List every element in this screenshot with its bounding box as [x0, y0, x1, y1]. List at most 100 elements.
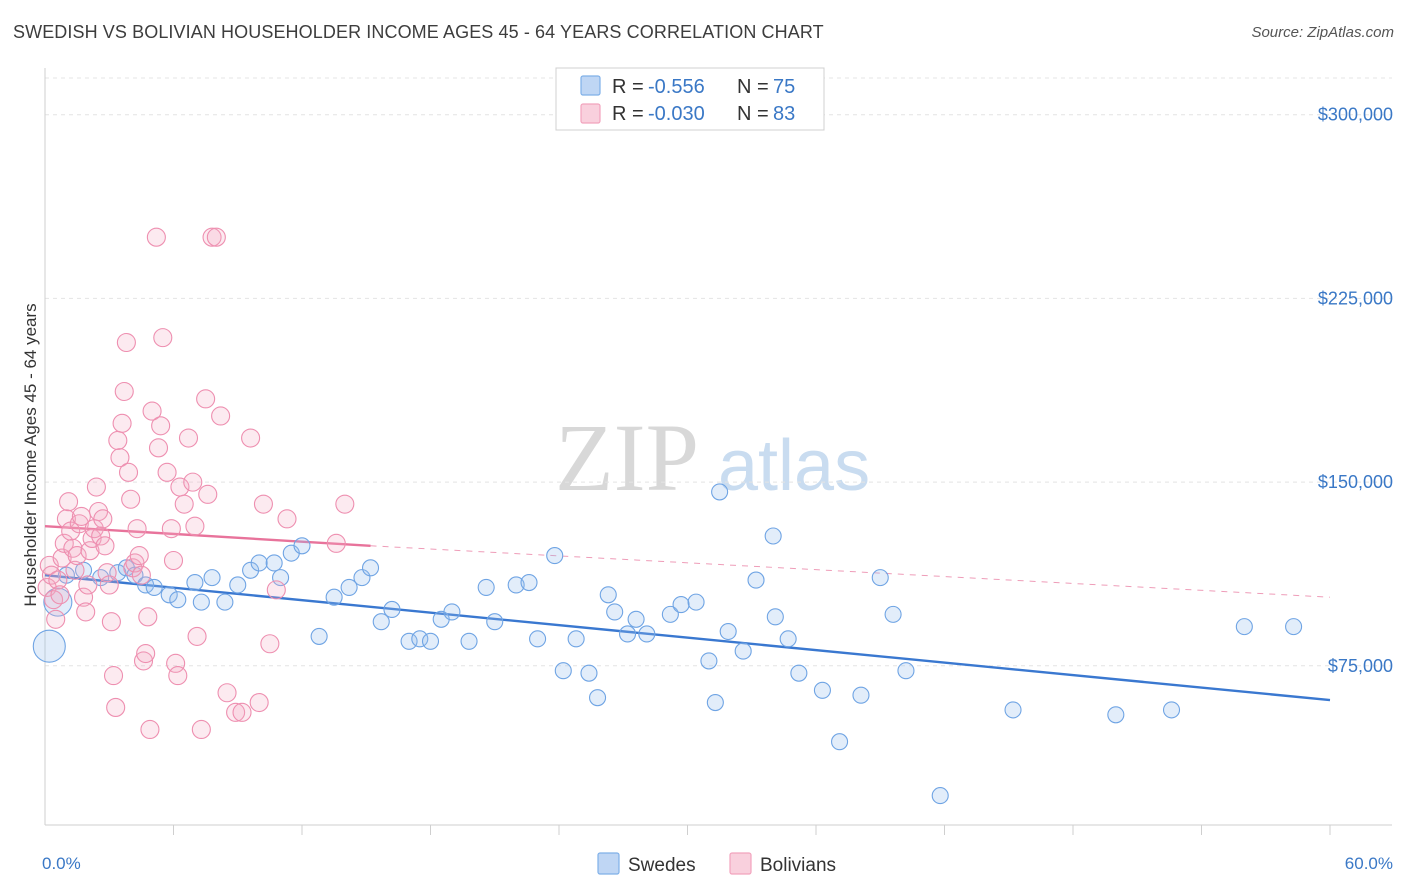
- swedes-point-42: [554, 662, 572, 680]
- bolivians-point-46: [136, 644, 156, 664]
- bolivians-point-7: [52, 548, 72, 568]
- swedes-point-37: [486, 613, 504, 631]
- bolivians-point-79: [277, 509, 297, 529]
- swedes-point-34: [443, 603, 461, 621]
- bolivians-point-26: [93, 509, 113, 529]
- bolivians-point-44: [131, 565, 151, 585]
- swedes-point-49: [627, 610, 645, 628]
- bolivians-point-80: [326, 533, 346, 553]
- series-legend-label-bolivians: Bolivians: [760, 855, 836, 876]
- bolivians-point-77: [260, 634, 280, 654]
- legend-r-value-swedes: -0.556: [648, 76, 705, 98]
- bolivians-point-27: [95, 536, 115, 556]
- bolivians-point-4: [46, 609, 66, 629]
- swedes-point-52: [672, 596, 690, 614]
- bolivians-point-64: [187, 626, 207, 646]
- swedes-point-17: [242, 561, 260, 579]
- bolivians-point-19: [78, 575, 98, 595]
- legend-r-label-bolivians: R =: [612, 103, 644, 125]
- bolivians-point-31: [103, 666, 124, 686]
- source-label: Source: ZipAtlas.com: [1251, 24, 1394, 41]
- trend-lines: [44, 525, 1331, 702]
- legend-swatch-bolivians: [580, 103, 601, 124]
- bolivians-point-43: [129, 546, 149, 566]
- bolivians-point-75: [249, 692, 269, 713]
- y-tick-label-3: $300,000: [1318, 105, 1393, 125]
- bolivians-point-2: [41, 565, 61, 585]
- bolivians-point-72: [226, 702, 246, 722]
- swedes-point-23: [310, 627, 328, 645]
- bolivians-point-23: [86, 477, 106, 497]
- bolivians-point-15: [69, 514, 89, 534]
- bolivians-point-71: [217, 683, 237, 703]
- swedes-point-65: [831, 733, 849, 751]
- bolivians-point-48: [140, 719, 160, 740]
- bolivians-point-54: [157, 462, 177, 482]
- swedes-point-39: [520, 573, 538, 592]
- bolivians-point-57: [166, 653, 186, 673]
- bolivians-point-67: [198, 484, 218, 504]
- swedes-point-54: [700, 652, 718, 670]
- swedes-point-12: [186, 573, 204, 592]
- swedes-point-48: [618, 625, 637, 643]
- bolivians-point-6: [50, 585, 70, 605]
- bolivians-point-45: [133, 651, 154, 671]
- swedes-point-71: [1004, 701, 1022, 719]
- swedes-point-75: [1285, 618, 1303, 636]
- swedes-point-28: [372, 613, 390, 631]
- legend-r-value-bolivians: -0.030: [648, 103, 705, 125]
- bolivians-point-76: [253, 494, 274, 514]
- swedes-point-55: [706, 693, 724, 712]
- bolivians-point-73: [232, 702, 252, 722]
- bolivians-point-55: [161, 519, 181, 539]
- bolivians-point-68: [202, 227, 222, 247]
- series-legend-label-swedes: Swedes: [628, 855, 696, 876]
- bolivians-point-30: [101, 612, 121, 632]
- swedes-point-68: [884, 605, 902, 623]
- bolivians-point-38: [118, 462, 139, 482]
- swedes-point-11: [169, 591, 187, 609]
- bolivians-point-18: [76, 602, 96, 622]
- swedes-point-36: [477, 578, 495, 596]
- bolivians-point-78: [266, 580, 286, 600]
- bolivians-point-37: [116, 332, 136, 353]
- bolivians-point-39: [121, 489, 141, 509]
- bolivians-point-58: [168, 666, 188, 686]
- y-tick-labels: $75,000 $150,000 $225,000 $300,000: [1318, 105, 1393, 676]
- y-tick-label-1: $150,000: [1318, 472, 1393, 492]
- swedes-point-56: [711, 483, 729, 501]
- swedes-point-26: [353, 569, 371, 587]
- bolivians-point-65: [191, 719, 211, 740]
- swedes-point-50: [638, 625, 656, 643]
- bolivians-point-51: [148, 438, 169, 458]
- legend-n-label-swedes: N =: [737, 76, 769, 98]
- bolivians-point-10: [59, 492, 79, 512]
- axes: [44, 68, 1392, 835]
- bolivians-point-49: [142, 401, 162, 421]
- correlation-legend: R = -0.556 N = 75 R = -0.030 N = 83: [555, 67, 825, 131]
- swedes-point-61: [766, 608, 784, 626]
- series-legend-swatch-bolivians: [729, 852, 752, 875]
- bolivians-point-70: [211, 406, 231, 426]
- bolivians-point-63: [185, 516, 205, 536]
- bolivians-point-60: [174, 494, 194, 514]
- swedes-point-32: [421, 632, 440, 650]
- data-points: [32, 227, 1303, 805]
- swedes-point-9: [145, 578, 163, 596]
- bolivians-point-66: [196, 389, 216, 409]
- bolivians-point-33: [108, 430, 128, 451]
- bolivians-point-13: [65, 560, 85, 580]
- bolivians-point-32: [106, 697, 126, 717]
- legend-box: [555, 67, 825, 131]
- swedes-point-19: [265, 554, 283, 572]
- watermark-zip: ZIP: [555, 404, 699, 511]
- swedes-point-30: [400, 632, 418, 650]
- swedes-point-16: [229, 576, 247, 594]
- swedes-point-62: [779, 630, 797, 648]
- swedes-point-72: [1107, 706, 1125, 724]
- swedes-point-38: [507, 576, 525, 594]
- swedes-point-29: [383, 600, 401, 619]
- swedes-point-20: [272, 569, 290, 587]
- swedes-point-59: [747, 571, 765, 589]
